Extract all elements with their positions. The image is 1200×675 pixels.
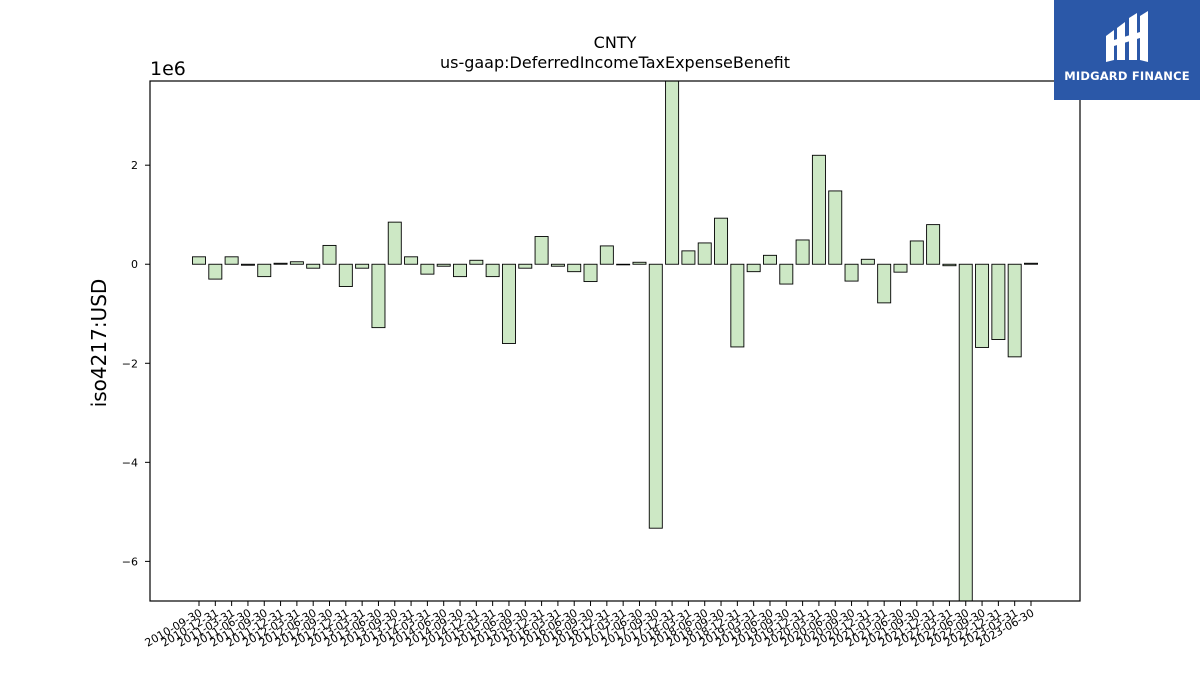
y-axis-label: iso4217:USD (87, 279, 111, 408)
bar-2017-09-30 (648, 263, 663, 529)
bar-2016-09-30 (583, 263, 598, 283)
y-tick-label: −6 (122, 555, 138, 568)
bar-2010-09-30 (192, 256, 206, 265)
bar-2016-03-31 (550, 263, 565, 267)
bar-2018-06-30 (697, 242, 712, 265)
bar-2013-06-30 (371, 263, 386, 329)
bar-2022-03-31 (942, 263, 957, 267)
bar-2014-12-31 (469, 259, 484, 265)
bar-2021-09-30 (909, 240, 924, 265)
bar-2012-06-30 (306, 263, 321, 269)
bar-2022-12-31 (991, 263, 1006, 340)
bar-2019-03-31 (746, 263, 761, 273)
chart-title: CNTY (594, 33, 637, 52)
bar-2015-03-31 (485, 263, 500, 278)
bar-2013-12-31 (404, 256, 419, 265)
bar-2013-09-30 (387, 221, 402, 265)
bar-2014-06-30 (436, 263, 451, 267)
bar-2011-06-30 (240, 263, 255, 266)
bar-2021-06-30 (893, 263, 908, 273)
bar-2019-09-30 (779, 263, 794, 285)
bar-2014-09-30 (453, 263, 467, 278)
bar-2015-09-30 (518, 263, 533, 269)
bar-2017-12-31 (665, 81, 680, 265)
bar-2011-09-30 (257, 263, 272, 278)
bar-2016-12-31 (599, 245, 614, 265)
bar-2019-06-30 (763, 254, 777, 265)
bar-2015-12-31 (534, 236, 549, 265)
bar-2020-03-31 (811, 154, 826, 265)
logo-mark-icon (1106, 11, 1148, 62)
bar-2013-03-31 (355, 263, 370, 269)
bar-2021-12-31 (926, 224, 941, 265)
bar-2012-12-31 (338, 263, 353, 287)
bar-2018-09-30 (714, 217, 729, 265)
chart-subtitle: us-gaap:DeferredIncomeTaxExpenseBenefit (440, 53, 790, 72)
bar-2014-03-31 (420, 263, 435, 275)
bar-2012-09-30 (322, 244, 337, 265)
bar-2010-12-31 (208, 263, 223, 280)
y-tick-label: 0 (131, 258, 138, 271)
bar-2022-06-30 (958, 263, 973, 601)
bar-2012-03-31 (289, 261, 304, 265)
bars-group (192, 81, 1038, 601)
bar-2017-03-31 (616, 263, 631, 266)
logo-text: MIDGARD FINANCE (1064, 69, 1190, 83)
bar-2020-12-31 (860, 258, 875, 265)
bar-2016-06-30 (567, 263, 582, 273)
y-offset-label: 1e6 (150, 58, 186, 80)
y-tick-label: 2 (131, 159, 138, 172)
bar-2019-12-31 (795, 239, 810, 265)
x-ticks-group: 2010-09-302010-12-312011-03-312011-06-30… (143, 601, 1037, 650)
bar-2023-03-31 (1007, 263, 1022, 358)
bar-2022-09-30 (975, 263, 990, 348)
bar-2021-03-31 (877, 263, 892, 304)
y-tick-label: −4 (122, 456, 138, 469)
bar-2017-06-30 (632, 261, 647, 265)
plot-frame (149, 80, 1081, 602)
bar-2023-06-30 (1024, 262, 1038, 265)
bar-2015-06-30 (501, 263, 516, 344)
bar-2020-06-30 (828, 190, 843, 265)
bar-2011-12-31 (273, 262, 288, 265)
y-ticks-group: −6 −4 −2 0 2 (122, 159, 150, 568)
bar-2011-03-31 (224, 256, 239, 265)
bar-2020-09-30 (844, 263, 859, 282)
bar-2018-12-31 (730, 263, 745, 348)
midgard-finance-logo: MIDGARD FINANCE (1054, 0, 1200, 100)
bar-2018-03-31 (681, 250, 696, 265)
y-tick-label: −2 (122, 357, 138, 370)
